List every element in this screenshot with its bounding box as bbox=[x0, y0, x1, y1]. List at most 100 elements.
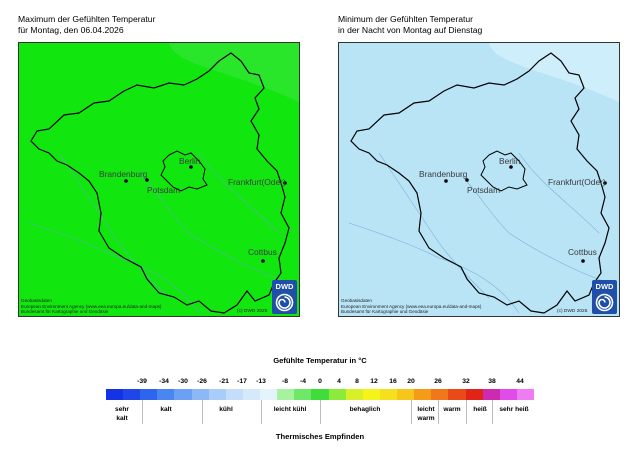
right-map-shade bbox=[489, 43, 619, 103]
legend-tick: -30 bbox=[178, 378, 188, 385]
legend-category: leicht kühl bbox=[273, 406, 307, 413]
berlin-marker bbox=[509, 165, 513, 169]
city-berlin: Berlin bbox=[499, 156, 521, 166]
credit-line1: Geobasisdaten bbox=[341, 298, 372, 304]
legend-title: Gefühlte Temperatur in °C bbox=[273, 356, 367, 365]
legend-swatch bbox=[362, 389, 381, 400]
legend-tick: 8 bbox=[355, 378, 359, 385]
credit-line3: Bundesamt für Kartographie und Geodäsie bbox=[21, 308, 109, 314]
state-border bbox=[30, 52, 290, 314]
legend-swatch bbox=[397, 389, 415, 400]
legend-swatch bbox=[225, 389, 244, 400]
berlin-border bbox=[160, 150, 208, 192]
left-rivers bbox=[28, 152, 290, 314]
right-rivers bbox=[348, 152, 610, 314]
legend-separator bbox=[466, 400, 467, 424]
legend-separator bbox=[320, 400, 321, 424]
dwd-swirl-icon bbox=[275, 293, 294, 312]
left-panel-title: Maximum der Gefühlten Temperatur für Mon… bbox=[18, 14, 155, 35]
legend-tick: 20 bbox=[407, 378, 415, 385]
city-frankfurt: Frankfurt(Oder) bbox=[548, 177, 606, 187]
legend-swatch bbox=[106, 389, 124, 400]
right-map: Berlin Brandenburg Potsdam Frankfurt(Ode… bbox=[338, 42, 620, 317]
legend-swatch bbox=[431, 389, 449, 400]
credit-line2: European Environment Agency (www.eea.eur… bbox=[21, 303, 162, 309]
right-panel-title: Minimum der Gefühlten Temperatur in der … bbox=[338, 14, 482, 35]
legend-category: kühl bbox=[219, 406, 233, 413]
legend-tick: 26 bbox=[434, 378, 442, 385]
city-potsdam: Potsdam bbox=[467, 185, 501, 195]
river bbox=[58, 152, 170, 299]
legend-tick: -21 bbox=[219, 378, 229, 385]
dwd-logo: DWD bbox=[272, 280, 297, 314]
river bbox=[458, 172, 610, 284]
map-credits: Geobasisdaten European Environment Agenc… bbox=[341, 298, 481, 314]
berlin-border bbox=[480, 150, 528, 192]
potsdam-marker bbox=[465, 178, 469, 182]
legend-tick: 12 bbox=[370, 378, 378, 385]
city-frankfurt: Frankfurt(Oder) bbox=[228, 177, 286, 187]
legend-tick: -17 bbox=[237, 378, 247, 385]
legend-tick: -34 bbox=[159, 378, 169, 385]
legend-category: sehr heiß bbox=[499, 406, 529, 413]
credit-line2: European Environment Agency (www.eea.eur… bbox=[341, 303, 482, 309]
legend-swatch bbox=[482, 389, 501, 400]
legend-separator bbox=[492, 400, 493, 424]
legend-separator bbox=[202, 400, 203, 424]
legend-tick: -8 bbox=[281, 378, 289, 385]
legend-swatch bbox=[311, 389, 330, 400]
copyright: (c) DWD 2025 bbox=[237, 309, 268, 314]
legend-category: warm bbox=[443, 406, 461, 413]
dwd-logo: DWD bbox=[592, 280, 617, 314]
legend-tick: 16 bbox=[389, 378, 397, 385]
river bbox=[378, 152, 490, 299]
river bbox=[518, 152, 600, 234]
legend-swatch bbox=[260, 389, 278, 400]
berlin-marker bbox=[189, 165, 193, 169]
legend-footer: Thermisches Empfinden bbox=[275, 432, 365, 441]
legend-swatch bbox=[123, 389, 141, 400]
legend-tick: -4 bbox=[299, 378, 307, 385]
city-brandenburg: Brandenburg bbox=[99, 169, 148, 179]
river bbox=[198, 152, 280, 234]
frankfurt-marker bbox=[603, 181, 607, 185]
legend-tick: -39 bbox=[137, 378, 147, 385]
river bbox=[348, 222, 520, 314]
right-map-canvas bbox=[339, 43, 619, 316]
left-title-line2: für Montag, den 06.04.2026 bbox=[18, 24, 124, 35]
left-map-shade bbox=[169, 43, 299, 103]
legend-swatch bbox=[140, 389, 158, 400]
legend-category: kalt bbox=[160, 406, 172, 413]
legend-swatch bbox=[465, 389, 484, 400]
city-brandenburg: Brandenburg bbox=[419, 169, 468, 179]
legend-swatch bbox=[345, 389, 364, 400]
legend-swatch bbox=[208, 389, 227, 400]
legend-tick: 44 bbox=[516, 378, 524, 385]
legend-swatch bbox=[328, 389, 347, 400]
brandenburg-marker bbox=[444, 179, 448, 183]
right-title-line2: in der Nacht von Montag auf Dienstag bbox=[338, 24, 483, 35]
legend-tick: 4 bbox=[337, 378, 341, 385]
frankfurt-marker bbox=[283, 181, 287, 185]
river bbox=[28, 222, 200, 314]
legend-tick: 38 bbox=[488, 378, 496, 385]
state-border bbox=[350, 52, 610, 314]
legend-tick: -26 bbox=[197, 378, 207, 385]
credit-line1: Geobasisdaten bbox=[21, 298, 52, 304]
legend-swatch bbox=[499, 389, 518, 400]
city-cottbus: Cottbus bbox=[568, 247, 597, 257]
legend-separator bbox=[411, 400, 412, 424]
legend-swatch bbox=[414, 389, 432, 400]
dwd-swirl-icon bbox=[595, 293, 614, 312]
legend-category: heiß bbox=[473, 406, 487, 413]
legend-swatch bbox=[516, 389, 535, 400]
legend-separator bbox=[261, 400, 262, 424]
left-map-canvas bbox=[19, 43, 299, 316]
legend-tick: 32 bbox=[462, 378, 470, 385]
city-cottbus: Cottbus bbox=[248, 247, 277, 257]
legend-tick: 0 bbox=[318, 378, 322, 385]
legend-tick: -13 bbox=[256, 378, 266, 385]
cottbus-marker bbox=[261, 259, 265, 263]
cottbus-marker bbox=[581, 259, 585, 263]
river bbox=[138, 172, 290, 284]
